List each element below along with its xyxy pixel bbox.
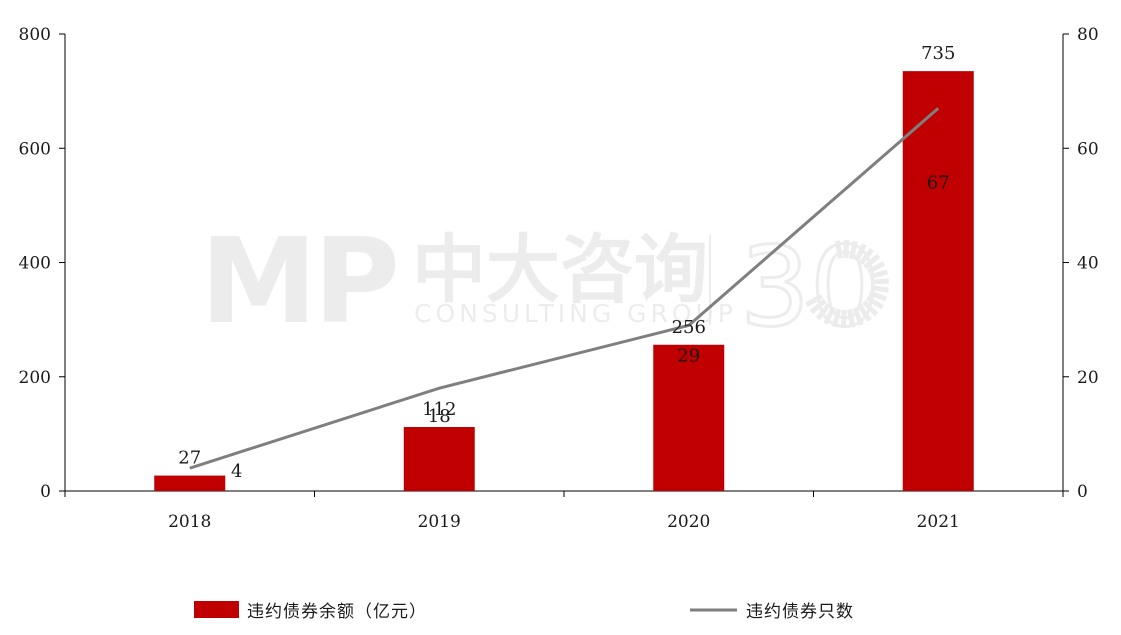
x-axis-ticks: 2018 2019 2020 2021 [64,491,1064,532]
watermark-ring-dash [866,261,886,275]
x-tick-label: 2018 [168,512,211,532]
bar [403,427,475,491]
right-tick-label: 20 [1077,368,1099,388]
right-tick-label: 40 [1077,254,1099,274]
watermark-ring-dash [804,293,824,307]
watermark-ring-dash [868,290,888,302]
series-line [189,107,940,470]
watermark-ring-dash [865,295,884,310]
line-data-labels: 4 18 29 67 [231,172,950,482]
line-value-label: 4 [231,461,242,482]
x-tick-label: 2020 [667,512,710,532]
watermark-ring-dash [840,309,847,329]
legend: 违约债券余额（亿元） 违约债券只数 [194,601,854,622]
watermark-ring-dash [857,304,872,322]
watermark-ring-dash [863,253,881,270]
right-tick-label: 80 [1077,25,1099,45]
watermark-ring-dash [859,247,875,266]
left-tick-label: 0 [40,482,51,502]
watermark-ring-dash [848,240,859,260]
left-tick-label: 800 [19,25,51,45]
watermark-ring-dash [823,306,836,325]
bar-value-label: 735 [921,43,955,64]
right-tick-label: 60 [1077,139,1099,159]
watermark-ring-dash [809,298,827,315]
watermark-ring-dash [869,269,888,280]
right-tick-label: 0 [1077,482,1088,502]
bar-value-label: 112 [422,399,456,420]
watermark-ring-dash [843,239,850,259]
bar-value-label: 27 [178,448,201,469]
watermark-ring-dash [831,308,842,328]
watermark-ring-dash [852,307,864,326]
bar-value-label: 256 [672,317,706,338]
watermark-ring-dash [854,243,867,262]
bar-data-labels: 27 112 256 735 [178,43,955,468]
watermark-number: 30 [740,223,880,351]
left-axis-ticks: 0 200 400 600 800 [19,25,65,502]
bar [902,71,974,491]
line-value-label: 18 [428,406,451,427]
right-axis-ticks: 0 20 40 60 80 [1063,25,1099,502]
x-tick-label: 2019 [418,512,461,532]
line-series [189,107,940,470]
watermark-ring-dash [834,240,843,259]
bar [653,344,725,491]
line-value-label: 67 [927,172,950,193]
watermark-ring-dash [870,278,890,285]
watermark-ring-dash [870,285,889,293]
watermark-logo: MP [200,212,400,350]
bar [154,475,226,491]
left-tick-label: 200 [19,368,51,388]
watermark-ring-dash [847,309,856,328]
legend-bar-swatch [194,601,239,618]
left-tick-label: 400 [19,254,51,274]
x-tick-label: 2021 [917,512,960,532]
left-tick-label: 600 [19,139,51,159]
watermark-ring-dash [815,302,831,321]
watermark-subtitle: CONSULTING GROUP [414,299,737,328]
watermark-name: 中大咨询 [412,227,708,313]
line-value-label: 29 [677,345,700,366]
watermark-ring-dash [861,300,879,317]
legend-bar-label: 违约债券余额（亿元） [247,602,427,622]
watermark: MP 中大咨询 CONSULTING GROUP 30 [200,212,890,353]
legend-line-label: 违约债券只数 [746,602,854,622]
bar-series [154,71,974,491]
watermark-ring [804,239,890,329]
